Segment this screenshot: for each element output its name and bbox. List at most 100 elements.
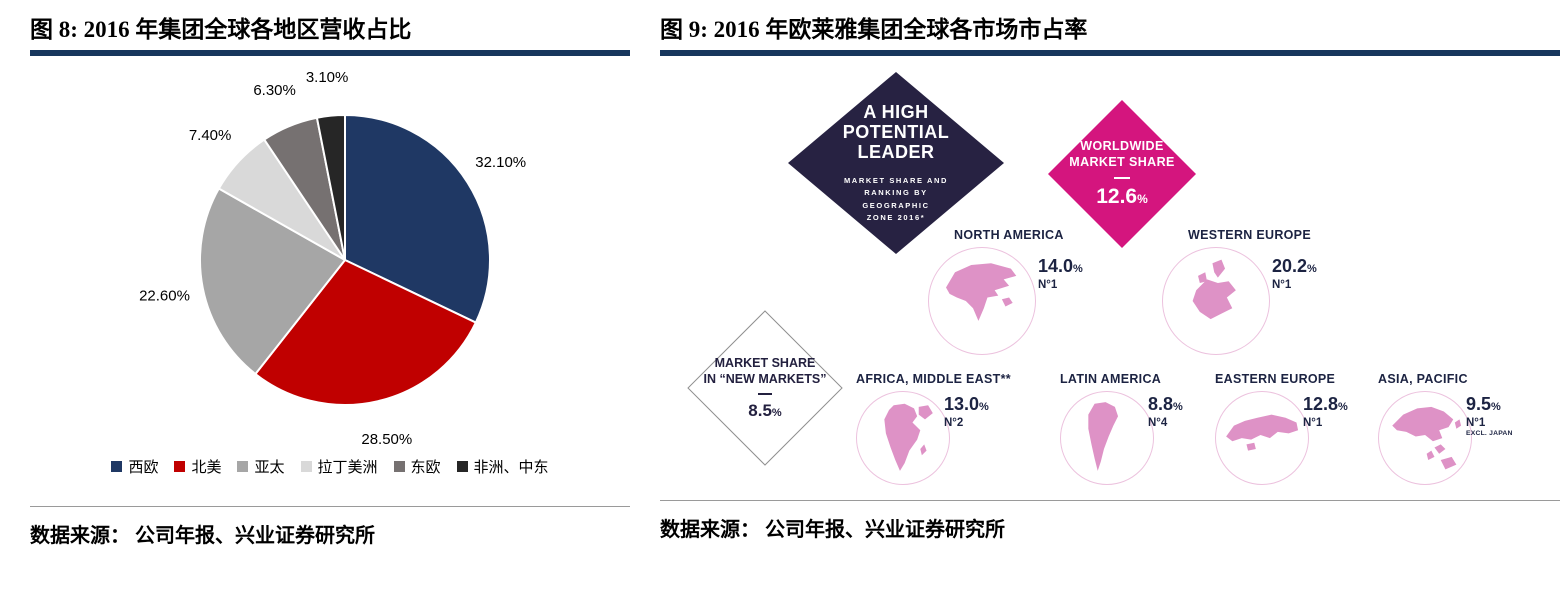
legend-item-5: 非洲、中东	[456, 456, 549, 477]
region-share-unit: %	[979, 401, 989, 413]
region-rank: N°1	[1466, 417, 1486, 429]
new-markets-label: MARKET SHARE IN “NEW MARKETS”	[703, 355, 827, 386]
region-rank: N°2	[944, 417, 964, 429]
eastern-europe-map-circle	[1215, 391, 1309, 485]
worldwide-value: 12.6%	[1096, 185, 1148, 209]
region-share-unit: %	[1173, 401, 1183, 413]
figure-9-panel: 图 9: 2016 年欧莱雅集团全球各市场市占率 A HIGH POTENTIA…	[660, 16, 1560, 542]
region-share: 20.2%	[1272, 256, 1317, 277]
region-share: 9.5%	[1466, 394, 1513, 415]
region-row: 13.0% N°2	[856, 388, 1011, 485]
new-markets-value: 8.5%	[748, 401, 781, 421]
africa-middle-east-map-circle	[856, 391, 950, 485]
pie-value-label: 6.30%	[253, 82, 296, 99]
legend-label: 拉丁美洲	[317, 459, 378, 476]
legend-item-4: 东欧	[393, 456, 441, 477]
legend-swatch	[456, 461, 468, 472]
region-name: NORTH AMERICA	[954, 228, 1064, 242]
region-western-europe: WESTERN EUROPE 20.2% N°1	[1162, 228, 1317, 355]
worldwide-market-share-diamond: WORLDWIDE MARKET SHARE 12.6%	[1048, 100, 1196, 248]
region-stats: 12.8% N°1	[1303, 394, 1348, 429]
latin-america-map-icon	[1088, 402, 1118, 471]
region-stats: 13.0% N°2	[944, 394, 989, 429]
figure-9-title: 图 9: 2016 年欧莱雅集团全球各市场市占率	[660, 17, 1088, 42]
legend-swatch	[111, 461, 123, 472]
eastern-europe-map-icon	[1226, 414, 1298, 451]
region-share-number: 20.2	[1272, 256, 1308, 276]
region-share-unit: %	[1491, 401, 1501, 413]
figure-9-content: A HIGH POTENTIAL LEADER MARKET SHARE AND…	[660, 56, 1560, 492]
figure-8-source-divider	[30, 506, 630, 507]
pie-legend: 西欧 北美 亚太 拉丁美洲 东欧 非洲、中东	[30, 456, 630, 477]
new-markets-value-unit: %	[771, 407, 782, 420]
region-share: 14.0%	[1038, 256, 1083, 277]
figure-9-source-divider	[660, 500, 1560, 501]
region-name: AFRICA, MIDDLE EAST**	[856, 372, 1011, 386]
region-rank: N°1	[1272, 279, 1292, 291]
worldwide-value-unit: %	[1137, 191, 1148, 206]
region-share: 8.8%	[1148, 394, 1183, 415]
region-stats: 20.2% N°1	[1272, 256, 1317, 291]
figure-8-panel: 图 8: 2016 年集团全球各地区营收占比 32.10% 28.50% 22.60…	[30, 16, 630, 548]
pie-value-label: 22.60%	[139, 288, 190, 305]
region-share: 13.0%	[944, 394, 989, 415]
legend-item-3: 拉丁美洲	[300, 456, 378, 477]
white-diamond-text: MARKET SHARE IN “NEW MARKETS” 8.5%	[687, 310, 843, 466]
region-stats: 8.8% N°4	[1148, 394, 1183, 429]
region-share: 12.8%	[1303, 394, 1348, 415]
leader-heading: A HIGH POTENTIAL LEADER	[842, 101, 950, 162]
legend-swatch	[393, 461, 405, 472]
legend-swatch	[174, 461, 186, 472]
figure-8-source: 数据来源： 公司年报、兴业证券研究所	[30, 525, 375, 547]
navy-diamond-shape	[788, 72, 1004, 254]
region-name: WESTERN EUROPE	[1188, 228, 1311, 242]
legend-swatch	[237, 461, 249, 472]
region-rank: N°1	[1038, 279, 1058, 291]
pie-value-label: 3.10%	[306, 69, 349, 86]
figure-9-title-underline	[660, 50, 1560, 56]
region-share-unit: %	[1307, 263, 1317, 275]
pie-slice-1	[254, 258, 478, 406]
pie-value-label: 32.10%	[475, 154, 526, 171]
legend-label: 西欧	[128, 459, 159, 476]
revenue-share-pie-chart: 32.10% 28.50% 22.60% 7.40% 6.30% 3.10%	[139, 69, 526, 448]
pie-value-label: 7.40%	[189, 127, 232, 144]
new-markets-value-number: 8.5	[748, 401, 772, 421]
pie-value-label: 28.50%	[361, 431, 412, 448]
region-name: LATIN AMERICA	[1060, 372, 1162, 386]
region-note: EXCL. JAPAN	[1466, 430, 1513, 437]
latin-america-map-circle	[1060, 391, 1154, 485]
legend-item-0: 西欧	[111, 456, 158, 477]
figure-9-source: 数据来源： 公司年报、兴业证券研究所	[660, 519, 1005, 541]
region-share-number: 14.0	[1038, 256, 1074, 276]
western-europe-map-icon	[1192, 259, 1236, 320]
legend-swatch	[300, 461, 312, 472]
pie-slice-2	[199, 187, 347, 376]
region-share-number: 13.0	[944, 394, 980, 414]
region-africa-middle-east: AFRICA, MIDDLE EAST** 13.0% N°2	[856, 372, 1011, 485]
region-row: 14.0% N°1	[928, 244, 1083, 355]
north-america-map-icon	[945, 263, 1017, 321]
region-row: 12.8% N°1	[1215, 388, 1348, 485]
high-potential-leader-diamond: A HIGH POTENTIAL LEADER MARKET SHARE AND…	[788, 72, 1004, 254]
region-share-number: 9.5	[1466, 394, 1492, 414]
north-america-map-circle	[928, 247, 1036, 355]
region-share-unit: %	[1338, 401, 1348, 413]
region-north-america: NORTH AMERICA 14.0% N°1	[928, 228, 1083, 355]
new-markets-divider	[758, 393, 772, 396]
region-eastern-europe: EASTERN EUROPE 12.8% N°1	[1215, 372, 1348, 485]
africa-middle-east-map-icon	[884, 403, 933, 471]
worldwide-divider	[1114, 176, 1130, 179]
white-diamond-shape	[687, 310, 843, 466]
pie-slice-5	[315, 113, 346, 261]
legend-label: 亚太	[254, 459, 285, 476]
worldwide-value-number: 12.6	[1096, 184, 1138, 208]
asia-pacific-map-circle	[1378, 391, 1472, 485]
legend-label: 东欧	[410, 459, 441, 476]
legend-item-1: 北美	[174, 456, 221, 477]
region-share-unit: %	[1073, 263, 1083, 275]
pie-slice-0	[344, 113, 491, 324]
worldwide-label: WORLDWIDE MARKET SHARE	[1069, 139, 1175, 169]
legend-label: 非洲、中东	[473, 459, 549, 476]
